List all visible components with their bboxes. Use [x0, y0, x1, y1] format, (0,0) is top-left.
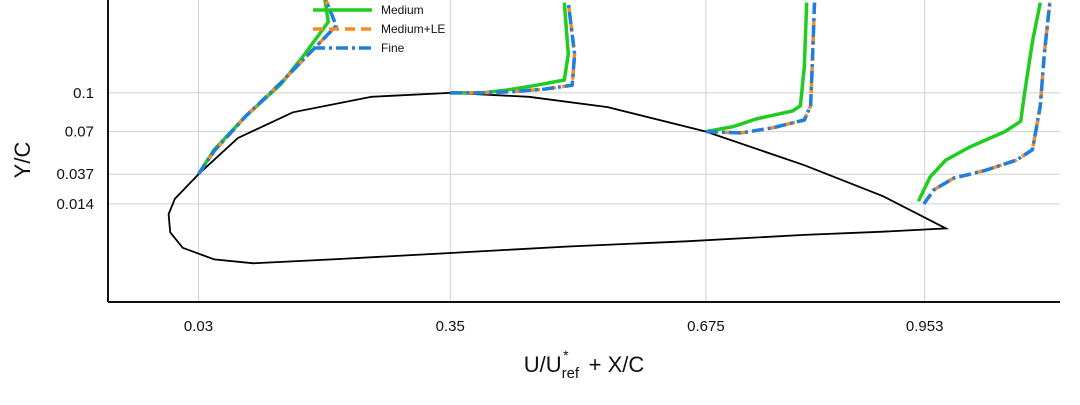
series-2-profile-3 [922, 2, 1052, 205]
legend-label-2: Fine [381, 41, 405, 55]
x-axis-title-sub: ref [562, 365, 580, 382]
series-0-profile-2 [705, 2, 809, 134]
y-tick-label: 0.1 [73, 85, 94, 102]
y-tick-label: 0.07 [65, 124, 94, 141]
x-axis-title-tail: + X/C [583, 352, 645, 377]
legend: Medium Medium+LE Fine [313, 3, 445, 55]
x-axis-title-base: U/U [524, 352, 562, 377]
y-axis-title: Y/C [10, 142, 35, 179]
x-tick-labels: 0.03 0.35 0.675 0.953 [184, 318, 944, 335]
series-1-profile-1 [450, 2, 577, 95]
series-2-profile-0 [197, 0, 338, 176]
airfoil-layer [167, 91, 950, 265]
y-tick-labels: 0.1 0.07 0.037 0.014 [56, 85, 94, 213]
series-0-profile-3 [916, 2, 1043, 203]
airfoil-outline [167, 91, 950, 265]
series-layer [197, 0, 1052, 205]
x-axis-title-sup: * [563, 347, 569, 363]
x-axis-title: U/Uref * + X/C [524, 347, 645, 382]
legend-label-1: Medium+LE [381, 22, 445, 36]
y-tick-label: 0.014 [56, 196, 94, 213]
series-2-profile-1 [450, 2, 577, 95]
x-tick-label: 0.953 [906, 318, 944, 335]
legend-label-0: Medium [381, 3, 424, 17]
series-1-profile-3 [922, 2, 1052, 205]
series-2-profile-2 [705, 2, 817, 135]
axes [107, 0, 1060, 303]
y-tick-label: 0.037 [56, 166, 94, 183]
series-1-profile-2 [705, 2, 817, 135]
series-0-profile-1 [450, 2, 571, 95]
grid-lines [108, 0, 1060, 302]
x-tick-label: 0.675 [687, 318, 725, 335]
x-tick-label: 0.35 [436, 318, 465, 335]
x-tick-label: 0.03 [184, 318, 213, 335]
